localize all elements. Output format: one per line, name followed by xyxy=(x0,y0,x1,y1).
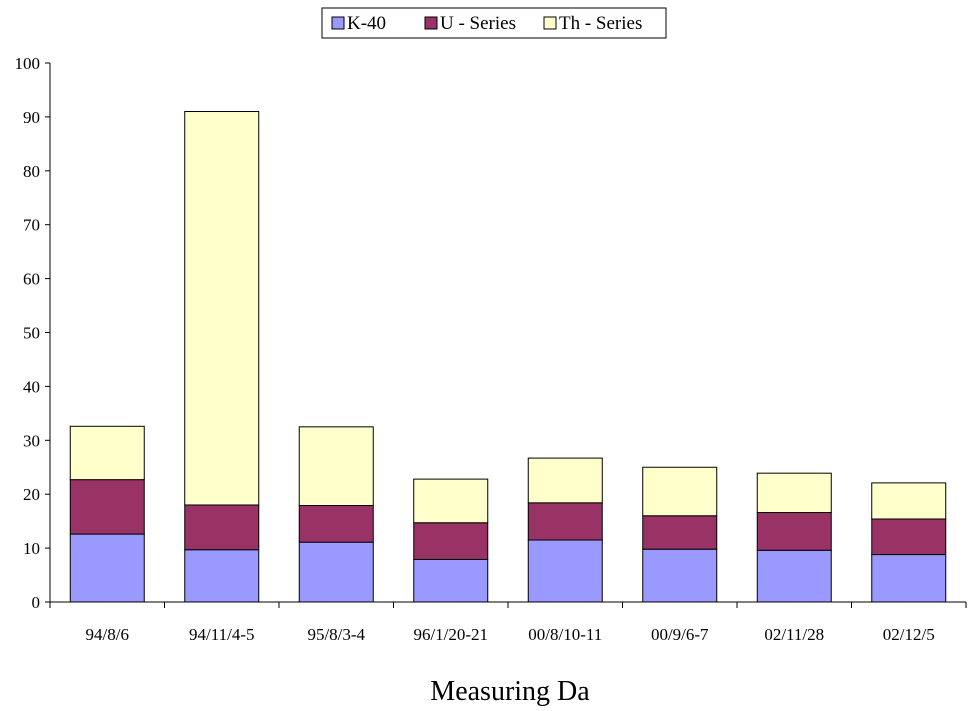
legend-items: K-40 U - Series Th - Series xyxy=(331,13,642,34)
legend-swatch xyxy=(424,16,438,30)
x-tick-label: 00/9/6-7 xyxy=(651,625,709,644)
bar-segment-th-series xyxy=(69,425,145,481)
y-tick-label: 40 xyxy=(23,377,40,396)
bar-segment-th-series xyxy=(642,466,718,517)
legend: K-40 U - Series Th - Series xyxy=(321,7,667,39)
x-tick-label: 94/8/6 xyxy=(86,625,129,644)
y-tick-label: 100 xyxy=(15,54,41,73)
bar-segment-u-series xyxy=(184,504,260,551)
y-tick-label: 10 xyxy=(23,539,40,558)
bar-segment-k-40 xyxy=(69,533,145,603)
x-tick-label: 02/12/5 xyxy=(883,625,935,644)
bar-segment-th-series xyxy=(413,478,489,524)
x-tick-label: 94/11/4-5 xyxy=(189,625,254,644)
bar-segment-u-series xyxy=(871,518,947,556)
x-axis-title: Measuring Da xyxy=(430,676,590,706)
y-tick-label: 60 xyxy=(23,270,40,289)
bar-segment-u-series xyxy=(527,502,603,541)
y-axis: 0 10 20 30 40 50 60 70 80 90 100 xyxy=(15,54,51,612)
y-tick-label: 0 xyxy=(32,593,41,612)
x-tick-label: 00/8/10-11 xyxy=(528,625,602,644)
bar-segment-k-40 xyxy=(298,541,374,603)
bar-segment-th-series xyxy=(298,426,374,507)
x-tick-label: 96/1/20-21 xyxy=(413,625,488,644)
bar-segment-th-series xyxy=(184,111,260,506)
bar-segment-u-series xyxy=(413,522,489,560)
bar-segment-th-series xyxy=(527,457,603,504)
x-tick-label: 02/11/28 xyxy=(764,625,824,644)
bar-segment-k-40 xyxy=(527,539,603,603)
bar-segment-k-40 xyxy=(642,548,718,603)
bar-segment-k-40 xyxy=(871,554,947,603)
legend-label: U - Series xyxy=(440,13,516,34)
legend-swatch xyxy=(331,16,345,30)
bar-segment-u-series xyxy=(756,512,832,551)
bar-segment-k-40 xyxy=(413,558,489,603)
legend-label: K-40 xyxy=(347,13,386,34)
bar-segment-k-40 xyxy=(756,549,832,603)
y-tick-label: 50 xyxy=(23,324,40,343)
y-tick-label: 30 xyxy=(23,431,40,450)
y-tick-label: 90 xyxy=(23,108,40,127)
bar-segment-k-40 xyxy=(184,549,260,603)
y-tick-label: 80 xyxy=(23,162,40,181)
x-tick-label: 95/8/3-4 xyxy=(307,625,365,644)
x-axis: 94/8/6 94/11/4-5 95/8/3-4 96/1/20-21 00/8/10… xyxy=(49,601,967,644)
legend-swatch xyxy=(543,16,557,30)
y-tick-label: 20 xyxy=(23,485,40,504)
bar-segment-u-series xyxy=(298,505,374,543)
legend-label: Th - Series xyxy=(559,13,642,34)
legend-box xyxy=(321,7,667,39)
bar-segment-u-series xyxy=(642,515,718,550)
bar-segment-u-series xyxy=(69,479,145,535)
bars-layer xyxy=(69,111,947,603)
bar-segment-th-series xyxy=(756,472,832,514)
bar-segment-th-series xyxy=(871,482,947,520)
y-tick-label: 70 xyxy=(23,216,40,235)
